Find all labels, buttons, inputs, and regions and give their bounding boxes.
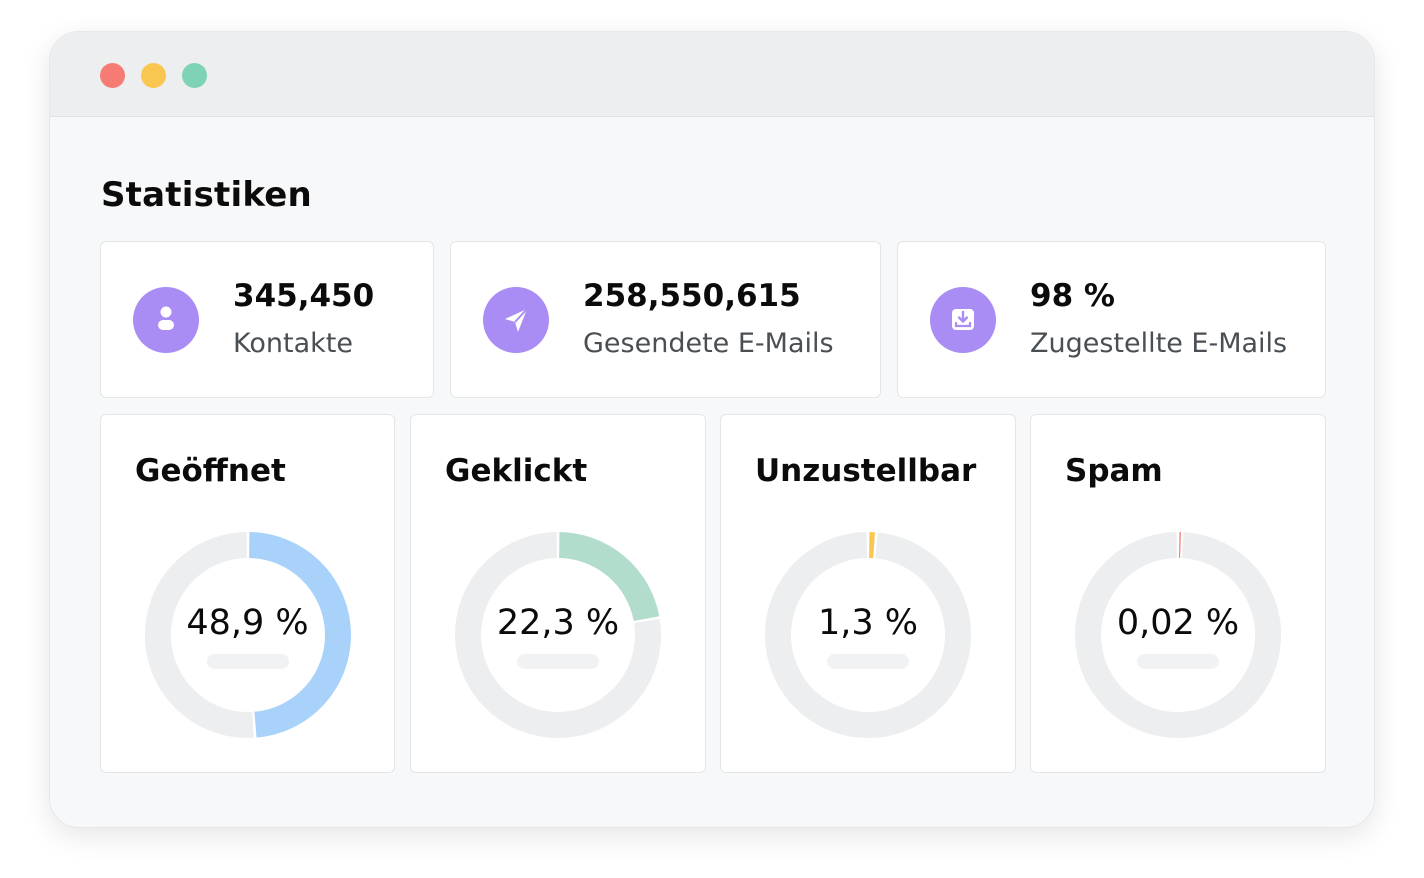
stat-value: 345,450 <box>233 278 375 314</box>
stat-card-contacts: 345,450 Kontakte <box>100 241 434 398</box>
window-zoom-button[interactable] <box>182 63 207 88</box>
inbox-download-icon <box>930 287 996 353</box>
send-icon <box>483 287 549 353</box>
window-minimize-button[interactable] <box>141 63 166 88</box>
window-close-button[interactable] <box>100 63 125 88</box>
donut-card-opened: Geöffnet 48,9 % <box>100 414 395 773</box>
donut-label-placeholder <box>517 654 599 669</box>
donut-chart <box>144 532 351 738</box>
donut-title: Geklickt <box>445 453 588 489</box>
donut-value: 1,3 % <box>817 603 919 643</box>
stat-card-delivered-emails: 98 % Zugestellte E-Mails <box>897 241 1326 398</box>
donut-chart <box>455 532 661 738</box>
donut-value: 22,3 % <box>496 603 620 643</box>
user-icon <box>133 287 199 353</box>
donut-label-placeholder <box>1137 654 1219 669</box>
donut-chart <box>765 532 972 738</box>
donut-track <box>455 532 661 738</box>
stat-label: Kontakte <box>233 328 353 359</box>
donut-card-undeliverable: Unzustellbar 1,3 % <box>720 414 1016 773</box>
donut-card-spam: Spam 0,02 % <box>1030 414 1326 773</box>
donut-card-clicked: Geklickt 22,3 % <box>410 414 706 773</box>
stat-label: Zugestellte E-Mails <box>1030 328 1288 359</box>
donut-title: Spam <box>1065 453 1163 489</box>
donut-title: Unzustellbar <box>755 453 977 489</box>
donut-track <box>765 532 972 738</box>
stat-value: 98 % <box>1030 278 1115 314</box>
donut-value-segment <box>248 532 351 738</box>
stat-card-sent-emails: 258,550,615 Gesendete E-Mails <box>450 241 881 398</box>
donut-title: Geöffnet <box>135 453 286 489</box>
page-title: Statistiken <box>101 175 312 215</box>
window-titlebar <box>50 32 1374 117</box>
donut-track <box>144 532 254 738</box>
donut-track <box>1075 532 1282 738</box>
stat-value: 258,550,615 <box>583 278 801 314</box>
donut-value-segment <box>558 532 660 622</box>
app-window: Statistiken 345,450 Kontakte 258,550,615… <box>49 31 1375 828</box>
donut-value: 48,9 % <box>186 603 309 643</box>
donut-value: 0,02 % <box>1116 603 1240 643</box>
donut-label-placeholder <box>207 654 289 669</box>
donut-label-placeholder <box>827 654 909 669</box>
stat-label: Gesendete E-Mails <box>583 328 834 359</box>
donut-chart <box>1075 532 1282 738</box>
